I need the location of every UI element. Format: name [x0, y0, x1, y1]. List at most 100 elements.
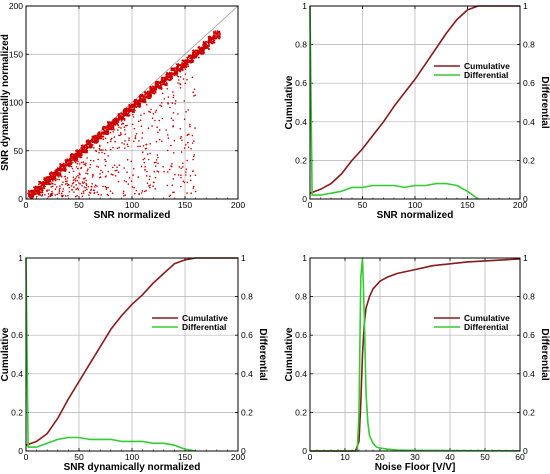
- scatter-point: [97, 139, 99, 142]
- scatter-point: [79, 183, 82, 185]
- scatter-point: [77, 160, 79, 163]
- scatter-point: [49, 180, 52, 183]
- y-tick-label: 0.8: [295, 292, 307, 302]
- series-line-differential: [25, 257, 196, 452]
- scatter-point: [65, 163, 68, 166]
- scatter-point: [201, 51, 203, 54]
- scatter-point: [72, 170, 75, 173]
- scatter-point: [171, 165, 173, 168]
- scatter-point: [161, 83, 164, 86]
- scatter-point: [136, 102, 139, 105]
- x-tick-label: 50: [74, 452, 84, 462]
- x-tick-label: 150: [178, 200, 192, 210]
- scatter-point: [105, 188, 108, 191]
- scatter-point: [104, 149, 107, 151]
- scatter-point: [29, 195, 32, 198]
- scatter-point: [193, 95, 195, 97]
- scatter-point: [75, 184, 78, 186]
- scatter-point: [68, 165, 71, 167]
- scatter-point: [133, 140, 135, 143]
- scatter-point: [189, 175, 192, 177]
- scatter-point: [149, 152, 151, 155]
- scatter-point: [166, 87, 169, 90]
- scatter-point: [128, 177, 131, 179]
- x-tick-label: 20: [375, 452, 385, 462]
- scatter-point: [163, 80, 166, 83]
- scatter-point: [72, 157, 75, 160]
- scatter-point: [91, 136, 94, 139]
- scatter-point: [94, 138, 96, 141]
- scatter-point: [161, 92, 164, 95]
- scatter-point: [172, 94, 175, 97]
- scatter-point: [171, 102, 174, 104]
- y-tick-label: 0: [302, 446, 307, 456]
- scatter-point: [137, 99, 140, 102]
- scatter-point: [122, 122, 125, 125]
- scatter-point: [109, 190, 112, 193]
- scatter-point: [123, 114, 126, 117]
- scatter-point: [164, 84, 167, 87]
- y2-tick-label: 0.2: [241, 407, 253, 417]
- scatter-point: [98, 135, 101, 138]
- scatter-point: [81, 148, 84, 151]
- scatter-point: [212, 34, 215, 37]
- scatter-point: [64, 175, 66, 178]
- scatter-point: [83, 148, 86, 150]
- scatter-point: [62, 188, 65, 190]
- scatter-point: [194, 94, 197, 96]
- scatter-point: [42, 185, 45, 188]
- scatter-point: [80, 166, 83, 169]
- y2-tick-label: 1: [241, 253, 246, 263]
- scatter-point: [77, 174, 79, 177]
- scatter-point: [150, 108, 152, 111]
- scatter-point: [68, 158, 71, 160]
- scatter-point: [95, 150, 98, 152]
- scatter-point: [74, 161, 77, 164]
- legend-label: Cumulative: [464, 313, 510, 323]
- scatter-point: [214, 30, 217, 33]
- scatter-point: [191, 142, 194, 144]
- scatter-point: [134, 137, 137, 139]
- scatter-point: [126, 158, 129, 161]
- scatter-point: [116, 129, 119, 131]
- scatter-point: [185, 66, 188, 69]
- scatter-point: [154, 188, 156, 190]
- scatter-point: [107, 121, 109, 123]
- scatter-point: [120, 123, 123, 125]
- scatter-point: [118, 116, 121, 119]
- scatter-point: [154, 87, 156, 90]
- scatter-point: [31, 194, 34, 196]
- scatter-point: [131, 123, 134, 126]
- scatter-point: [106, 193, 109, 196]
- scatter-point: [143, 112, 145, 115]
- x-tick-label: 50: [480, 452, 490, 462]
- scatter-point: [199, 47, 202, 50]
- scatter-point: [112, 120, 114, 123]
- scatter-point: [72, 176, 75, 179]
- scatter-point: [76, 179, 79, 182]
- scatter-panel: 0 50 100 150 200 0 50 100 150 200 SNR normalized SN…: [0, 1, 245, 221]
- y-axis-label: Cumulative: [0, 327, 11, 381]
- scatter-point: [194, 49, 197, 52]
- scatter-point: [112, 146, 114, 149]
- scatter-point: [161, 80, 164, 83]
- scatter-point: [132, 116, 135, 118]
- x-tick-label: 200: [231, 452, 245, 462]
- scatter-point: [126, 124, 128, 127]
- y-tick-label: 1: [302, 1, 307, 11]
- scatter-point: [156, 154, 159, 156]
- scatter-point: [127, 114, 130, 117]
- scatter-point: [48, 183, 51, 186]
- scatter-point: [93, 191, 96, 194]
- scatter-point: [180, 185, 182, 188]
- scatter-point: [138, 140, 140, 142]
- scatter-point: [124, 140, 126, 142]
- scatter-point: [179, 70, 182, 73]
- scatter-point: [35, 193, 38, 195]
- scatter-point: [92, 174, 94, 177]
- scatter-point: [80, 192, 83, 195]
- scatter-point: [196, 54, 199, 57]
- scatter-point: [85, 183, 87, 185]
- scatter-point: [112, 131, 114, 133]
